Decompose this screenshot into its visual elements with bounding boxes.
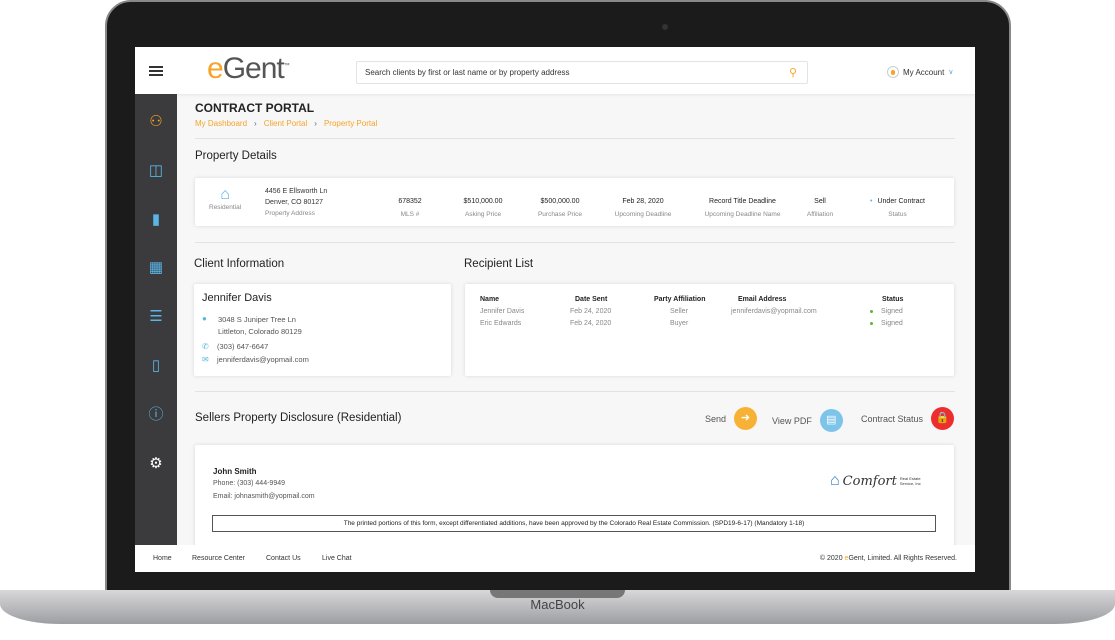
- agent-name: John Smith: [213, 467, 257, 476]
- egent-logo[interactable]: eGent™: [207, 52, 290, 85]
- deadline-name-field: Record Title Deadline Upcoming Deadline N…: [704, 198, 781, 218]
- purchase-price-field: $500,000.00 Purchase Price: [537, 198, 583, 218]
- list-icon[interactable]: ☰: [149, 308, 163, 325]
- column-date-sent: Date Sent: [575, 296, 608, 303]
- signed-dot-icon: [870, 321, 873, 325]
- breadcrumb-dashboard[interactable]: My Dashboard: [195, 119, 248, 128]
- column-name: Name: [480, 296, 500, 303]
- property-details-heading: Property Details: [195, 150, 277, 162]
- agent-email: Email: johnasmith@yopmail.com: [213, 493, 315, 500]
- search-icon[interactable]: ⚲: [788, 67, 797, 79]
- disclosure-heading: Sellers Property Disclosure (Residential…: [195, 412, 402, 424]
- sidebar: ⚇ ◫ ▮ ▦ ☰ ▯ ⓘ ⚙: [135, 94, 177, 545]
- avatar-icon: [887, 66, 899, 78]
- contract-status-button[interactable]: Contract Status 🔒: [861, 407, 955, 430]
- calendar-icon[interactable]: ▦: [148, 259, 164, 276]
- breadcrumb: My Dashboard › Client Portal › Property Port…: [195, 119, 378, 128]
- footer-link-resource-center[interactable]: Resource Center: [192, 555, 245, 562]
- location-pin-icon: ●: [202, 314, 207, 323]
- page-title: CONTRACT PORTAL: [195, 101, 315, 115]
- footer-link-contact-us[interactable]: Contact Us: [266, 555, 301, 562]
- arrow-right-icon: ➜: [734, 407, 758, 430]
- send-button[interactable]: Send ➜: [705, 407, 758, 430]
- commission-notice: The printed portions of this form, excep…: [212, 515, 936, 532]
- client-name: Jennifer Davis: [202, 292, 272, 304]
- breadcrumb-property-portal[interactable]: Property Portal: [323, 119, 378, 128]
- divider: [195, 138, 955, 139]
- status-field: • Under Contract Status: [870, 198, 925, 218]
- phone-icon: ✆: [202, 342, 209, 351]
- top-header: eGent™ Search clients by first or last n…: [135, 47, 975, 94]
- mls-field: 678352 MLS #: [398, 198, 422, 218]
- lock-icon: 🔒: [931, 407, 955, 430]
- camera: [662, 24, 668, 30]
- property-type-label: Residential: [209, 204, 242, 211]
- signed-dot-icon: [870, 309, 873, 313]
- client-info-heading: Client Information: [194, 258, 285, 270]
- column-status: Status: [882, 296, 904, 303]
- chevron-down-icon: ∨: [948, 69, 954, 76]
- breadcrumb-client-portal[interactable]: Client Portal: [263, 119, 308, 128]
- client-street: 3048 S Juniper Tree Ln: [218, 315, 296, 324]
- client-city: Littleton, Colorado 80129: [218, 327, 302, 336]
- property-address: 4456 E Ellsworth Ln Denver, CO 80127 Prope…: [265, 186, 327, 219]
- recipient-list-heading: Recipient List: [464, 258, 534, 270]
- footer-link-live-chat[interactable]: Live Chat: [322, 555, 352, 562]
- disclosure-document: John Smith Phone: (303) 444-9949 Email: …: [195, 445, 954, 555]
- client-info-card: Jennifer Davis ● 3048 S Juniper Tree Ln …: [194, 284, 451, 376]
- device-label: MacBook: [530, 597, 585, 612]
- divider: [195, 391, 955, 392]
- email-icon: ✉: [202, 355, 209, 364]
- column-email: Email Address: [738, 296, 787, 303]
- address-line2: Denver, CO 80127: [265, 199, 323, 206]
- divider: [195, 242, 955, 243]
- footer: Home Resource Center Contact Us Live Cha…: [135, 545, 975, 572]
- people-icon[interactable]: ⚇: [149, 113, 163, 130]
- laptop-notch: [490, 590, 625, 598]
- footer-link-home[interactable]: Home: [153, 555, 172, 562]
- address-label: Property Address: [265, 210, 315, 217]
- house-icon: ⌂: [830, 472, 840, 489]
- trash-icon[interactable]: ▯: [151, 357, 161, 374]
- recipient-list-table: Name Date Sent Party Affiliation Email A…: [465, 284, 954, 376]
- house-icon: ⌂: [220, 186, 230, 203]
- asking-price-field: $510,000.00 Asking Price: [463, 198, 503, 218]
- chat-icon[interactable]: ◫: [148, 162, 164, 179]
- bar-chart-icon[interactable]: ▮: [151, 211, 161, 228]
- search-input[interactable]: Search clients by first or last name or …: [356, 61, 808, 84]
- copyright: © 2020 eGent, Limited. All Rights Reserv…: [819, 555, 957, 562]
- search-placeholder: Search clients by first or last name or …: [365, 68, 570, 77]
- address-line1: 4456 E Ellsworth Ln: [265, 188, 328, 195]
- column-party-affiliation: Party Affiliation: [654, 296, 706, 303]
- client-email[interactable]: jenniferdavis@yopmail.com: [217, 355, 309, 364]
- app-screen: eGent™ Search clients by first or last n…: [135, 47, 975, 572]
- my-account-menu[interactable]: My Account ∨: [887, 66, 953, 78]
- client-phone[interactable]: (303) 647-6647: [217, 342, 269, 351]
- document-icon: ▤: [819, 409, 843, 432]
- view-pdf-button[interactable]: View PDF ▤: [772, 409, 843, 432]
- account-label: My Account: [903, 67, 945, 77]
- gear-icon[interactable]: ⚙: [149, 455, 163, 472]
- property-type: ⌂ Residential: [209, 186, 241, 211]
- agent-phone: Phone: (303) 444-9949: [213, 480, 285, 487]
- upcoming-deadline-field: Feb 28, 2020 Upcoming Deadline: [614, 198, 672, 218]
- hamburger-menu-icon[interactable]: [149, 66, 163, 76]
- affiliation-field: Sell Affiliation: [806, 198, 834, 218]
- help-icon[interactable]: ⓘ: [148, 406, 164, 423]
- property-details-card: ⌂ Residential 4456 E Ellsworth Ln Denver, …: [195, 178, 954, 226]
- comfort-logo: ⌂ Comfort Real Estate Service, Inc: [830, 472, 921, 489]
